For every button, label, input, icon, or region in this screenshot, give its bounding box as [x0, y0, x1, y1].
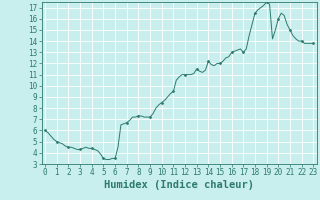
X-axis label: Humidex (Indice chaleur): Humidex (Indice chaleur) [104, 180, 254, 190]
